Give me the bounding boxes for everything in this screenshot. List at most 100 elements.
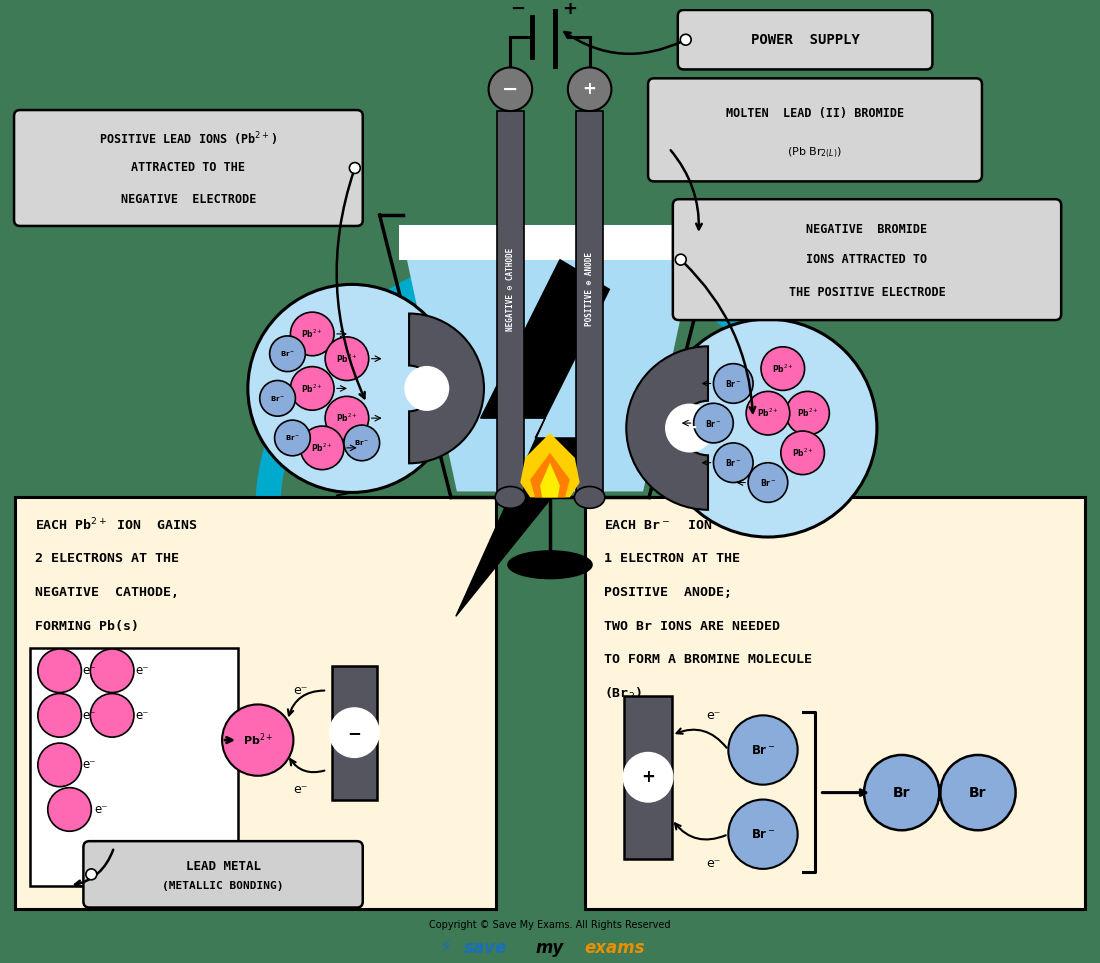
Text: TWO Br IONS ARE NEEDED: TWO Br IONS ARE NEEDED [605, 619, 781, 633]
Bar [575, 111, 604, 498]
Text: Copyright © Save My Exams. All Rights Reserved: Copyright © Save My Exams. All Rights Re… [429, 921, 671, 930]
Circle shape [728, 799, 798, 869]
Text: Br: Br [893, 786, 911, 799]
Polygon shape [520, 433, 580, 498]
Text: e⁻: e⁻ [95, 803, 108, 816]
Text: Pb$^{2+}$: Pb$^{2+}$ [243, 732, 273, 748]
Text: Br$^-$: Br$^-$ [760, 477, 777, 488]
Circle shape [248, 284, 455, 492]
Bar [332, 665, 376, 799]
Circle shape [714, 364, 754, 403]
Text: Br$^-$: Br$^-$ [705, 418, 722, 429]
Text: Pb$^{2+}$: Pb$^{2+}$ [337, 412, 358, 425]
Ellipse shape [574, 486, 605, 508]
Circle shape [86, 869, 97, 880]
Circle shape [761, 347, 804, 390]
Polygon shape [540, 462, 560, 498]
Polygon shape [455, 260, 609, 616]
Circle shape [37, 649, 81, 692]
Text: 2 ELECTRONS AT THE: 2 ELECTRONS AT THE [35, 553, 179, 565]
Text: Pb$^{2+}$: Pb$^{2+}$ [796, 407, 818, 420]
Circle shape [748, 462, 788, 503]
Circle shape [666, 404, 713, 452]
Circle shape [728, 716, 798, 785]
Text: Br$^-$: Br$^-$ [354, 438, 370, 448]
Circle shape [37, 743, 81, 787]
FancyBboxPatch shape [14, 110, 363, 226]
Circle shape [326, 397, 368, 440]
FancyBboxPatch shape [30, 648, 238, 886]
Text: e⁻: e⁻ [706, 857, 721, 871]
Circle shape [90, 649, 134, 692]
Text: Br$^-$: Br$^-$ [750, 743, 776, 757]
Circle shape [275, 420, 310, 455]
Text: +: + [583, 80, 596, 98]
Text: e⁻: e⁻ [135, 664, 149, 677]
Circle shape [568, 67, 612, 111]
FancyBboxPatch shape [15, 498, 495, 908]
FancyBboxPatch shape [648, 78, 982, 181]
Polygon shape [399, 225, 701, 260]
Text: POWER  SUPPLY: POWER SUPPLY [750, 33, 859, 47]
Circle shape [659, 319, 877, 537]
Text: Pb$^{2+}$: Pb$^{2+}$ [772, 362, 793, 375]
Text: ⚡: ⚡ [440, 939, 452, 957]
Polygon shape [399, 225, 701, 491]
Text: e⁻: e⁻ [82, 759, 96, 771]
Circle shape [694, 403, 734, 443]
Circle shape [222, 705, 294, 776]
Circle shape [940, 755, 1015, 830]
Text: Pb$^{2+}$: Pb$^{2+}$ [301, 327, 323, 340]
Text: NEGATIVE  ELECTRODE: NEGATIVE ELECTRODE [121, 193, 256, 206]
Text: ATTRACTED TO THE: ATTRACTED TO THE [131, 162, 245, 174]
Text: EACH Br$^-$  ION  LOSES: EACH Br$^-$ ION LOSES [605, 519, 769, 532]
Wedge shape [409, 314, 484, 463]
Circle shape [290, 312, 334, 355]
Circle shape [675, 254, 686, 265]
Text: −: − [419, 379, 435, 398]
Text: Pb$^{2+}$: Pb$^{2+}$ [301, 382, 323, 395]
Text: −: − [503, 80, 518, 99]
Text: exams: exams [584, 939, 645, 957]
Text: POSITIVE ⊕ ANODE: POSITIVE ⊕ ANODE [585, 252, 594, 326]
Text: (METALLIC BONDING): (METALLIC BONDING) [163, 881, 284, 892]
Text: Pb$^{2+}$: Pb$^{2+}$ [311, 442, 333, 455]
Circle shape [326, 337, 368, 380]
Circle shape [270, 336, 306, 372]
Circle shape [350, 163, 361, 173]
Text: 1 ELECTRON AT THE: 1 ELECTRON AT THE [605, 553, 740, 565]
Circle shape [47, 788, 91, 831]
Text: THE POSITIVE ELECTRODE: THE POSITIVE ELECTRODE [789, 286, 945, 299]
Circle shape [300, 426, 344, 470]
Circle shape [785, 391, 829, 435]
Text: Pb$^{2+}$: Pb$^{2+}$ [792, 447, 813, 459]
Ellipse shape [508, 551, 592, 579]
Text: Pb$^{2+}$: Pb$^{2+}$ [757, 407, 779, 420]
Text: NEGATIVE ⊖ CATHODE: NEGATIVE ⊖ CATHODE [506, 247, 515, 331]
Text: e⁻: e⁻ [135, 709, 149, 722]
Circle shape [344, 425, 380, 460]
Text: e⁻: e⁻ [82, 664, 96, 677]
Text: TO FORM A BROMINE MOLECULE: TO FORM A BROMINE MOLECULE [605, 653, 813, 666]
Circle shape [90, 693, 134, 737]
Text: Br$^-$: Br$^-$ [725, 457, 741, 468]
Text: NEGATIVE  CATHODE,: NEGATIVE CATHODE, [35, 586, 179, 599]
Text: IONS ATTRACTED TO: IONS ATTRACTED TO [806, 253, 927, 266]
Text: +: + [682, 419, 697, 437]
FancyBboxPatch shape [84, 841, 363, 907]
FancyBboxPatch shape [673, 199, 1062, 320]
Circle shape [330, 708, 380, 758]
Text: Br$^-$: Br$^-$ [750, 828, 776, 841]
Text: POSITIVE LEAD IONS (Pb$^{2+}$): POSITIVE LEAD IONS (Pb$^{2+}$) [99, 130, 277, 147]
Text: e⁻: e⁻ [82, 709, 96, 722]
Circle shape [260, 380, 296, 416]
Circle shape [781, 431, 824, 475]
FancyBboxPatch shape [585, 498, 1085, 908]
Text: −: − [509, 0, 525, 18]
Text: LEAD METAL: LEAD METAL [186, 860, 261, 872]
FancyBboxPatch shape [678, 10, 933, 69]
Circle shape [37, 693, 81, 737]
Text: Br$^-$: Br$^-$ [285, 433, 300, 442]
Text: +: + [641, 768, 654, 786]
Text: −: − [348, 723, 361, 742]
